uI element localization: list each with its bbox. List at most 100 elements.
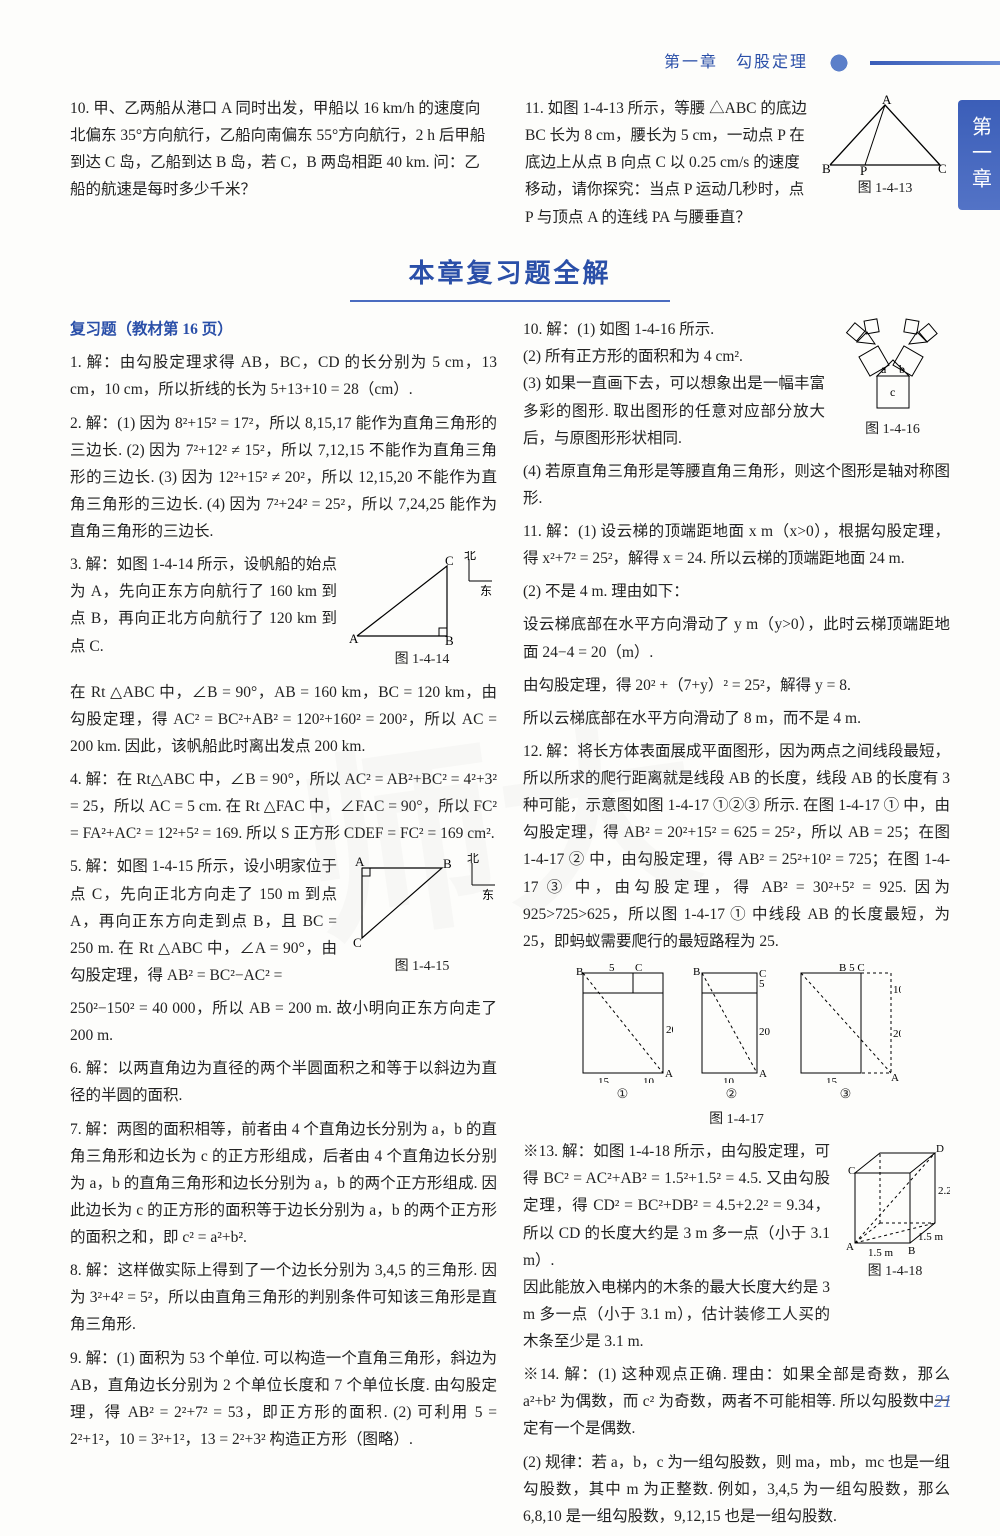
svg-text:5: 5 xyxy=(609,963,615,974)
cuboid-icon: D A B C 2.2 m 1.5 m 1.5 m xyxy=(840,1138,950,1258)
svg-text:A: A xyxy=(882,95,892,107)
solution-13b: 因此能放入电梯内的木条的最大长度大约是 3 m 多一点（小于 3.1 m），估计… xyxy=(523,1274,830,1355)
solution-11e: 所以云梯底部在水平方向滑动了 8 m，而不是 4 m. xyxy=(523,705,950,732)
figure-1-4-18: D A B C 2.2 m 1.5 m 1.5 m 图 1-4-18 xyxy=(840,1138,950,1285)
walk-triangle-icon: A B C 北 东 xyxy=(347,853,497,953)
figure-1-4-15: A B C 北 东 图 1-4-15 xyxy=(347,853,497,980)
solution-10d: (4) 若原直角三角形是等腰直角三角形，则这个图形是轴对称图形. xyxy=(523,458,950,512)
solution-11b: (2) 不是 4 m. 理由如下： xyxy=(523,578,950,605)
svg-text:北: 北 xyxy=(467,853,479,865)
svg-text:B: B xyxy=(576,966,583,978)
right-column: 10. 解：(1) 如图 1-4-16 所示. (2) 所有正方形的面积和为 4… xyxy=(523,316,950,1536)
svg-text:A: A xyxy=(665,1068,673,1080)
fig-1-4-14-label: 图 1-4-14 xyxy=(395,648,450,673)
svg-text:10: 10 xyxy=(893,984,901,996)
figure-1-4-16: a b c 图 1-4-16 xyxy=(835,316,950,443)
unfold-1-icon: B 5 C 20 15 10 A xyxy=(573,963,673,1083)
solution-5b: 250²−150² = 40 000，所以 AB = 200 m. 故小明向正东… xyxy=(70,995,497,1049)
solution-6: 6. 解：以两直角边为直径的两个半圆面积之和等于以斜边为直径的半圆的面积. xyxy=(70,1055,497,1109)
svg-text:C: C xyxy=(635,963,642,974)
solution-3b: 在 Rt △ABC 中，∠B = 90°，AB = 160 km，BC = 12… xyxy=(70,679,497,760)
solutions-columns: 复习题（教材第 16 页） 1. 解：由勾股定理求得 AB，BC，CD 的长分别… xyxy=(70,316,950,1536)
solution-8: 8. 解：这样做实际上得到了一个边长分别为 3,4,5 的三角形. 因为 3²+… xyxy=(70,1257,497,1338)
problem-10: 10. 甲、乙两船从港口 A 同时出发，甲船以 16 km/h 的速度向北偏东 … xyxy=(70,95,495,231)
solution-13a: ※13. 解：如图 1-4-18 所示，由勾股定理，可得 BC² = AC²+A… xyxy=(523,1138,830,1274)
svg-text:B: B xyxy=(908,1245,915,1257)
solution-3-text-a: 3. 解：如图 1-4-14 所示，设帆船的始点为 A，先向正东方向航行了 16… xyxy=(70,556,337,654)
svg-text:B 5 C: B 5 C xyxy=(839,963,865,974)
d17-sub3: ③ xyxy=(840,1083,852,1106)
solution-10: 10. 解：(1) 如图 1-4-16 所示. (2) 所有正方形的面积和为 4… xyxy=(523,316,950,452)
header-rule xyxy=(870,61,1000,65)
svg-text:A: A xyxy=(759,1068,767,1080)
page-number: 21 xyxy=(934,1386,952,1418)
svg-text:A: A xyxy=(846,1241,854,1253)
svg-text:A: A xyxy=(355,854,365,869)
svg-text:1.5 m: 1.5 m xyxy=(868,1247,894,1258)
figure-1-4-14: A B C 北 东 图 1-4-14 xyxy=(347,551,497,673)
solution-3: 3. 解：如图 1-4-14 所示，设帆船的始点为 A，先向正东方向航行了 16… xyxy=(70,551,497,673)
solution-12: 12. 解：将长方体表面展成平面图形，因为两点之间线段最短，所以所求的爬行距离就… xyxy=(523,738,950,955)
figure-1-4-13: A B P C 图 1-4-13 xyxy=(820,95,950,231)
svg-text:10: 10 xyxy=(723,1076,735,1083)
solution-11d: 由勾股定理，得 20² +（7+y）² = 25²，解得 y = 8. xyxy=(523,672,950,699)
svg-text:B: B xyxy=(445,633,454,646)
triangle-abc-icon: A B P C xyxy=(820,95,950,175)
header-ornament-icon xyxy=(818,52,860,74)
svg-text:10: 10 xyxy=(643,1076,655,1083)
solution-10a: 10. 解：(1) 如图 1-4-16 所示. xyxy=(523,316,825,343)
svg-text:东: 东 xyxy=(482,888,494,902)
top-problem-row: 10. 甲、乙两船从港口 A 同时出发，甲船以 16 km/h 的速度向北偏东 … xyxy=(70,95,950,231)
fig-1-4-17-label: 图 1-4-17 xyxy=(523,1108,950,1133)
svg-text:D: D xyxy=(936,1143,944,1155)
svg-text:C: C xyxy=(445,553,454,568)
svg-text:C: C xyxy=(848,1165,855,1177)
svg-text:北: 北 xyxy=(464,551,476,562)
svg-text:2.2 m: 2.2 m xyxy=(938,1185,950,1197)
solution-7: 7. 解：两图的面积相等，前者由 4 个直角边长分别为 a，b 的直角三角形和边… xyxy=(70,1116,497,1252)
fig-1-4-15-label: 图 1-4-15 xyxy=(395,955,450,980)
svg-text:20: 20 xyxy=(893,1028,901,1040)
solution-11c: 设云梯底部在水平方向滑动了 y m（y>0），此时云梯顶端距地面 24−4 = … xyxy=(523,611,950,665)
fig-1-4-13-label: 图 1-4-13 xyxy=(858,177,913,202)
solution-11a: 11. 解：(1) 设云梯的顶端距地面 x m（x>0），根据勾股定理，得 x²… xyxy=(523,518,950,572)
sail-triangle-icon: A B C 北 东 xyxy=(347,551,497,646)
svg-text:A: A xyxy=(349,631,359,646)
solution-9: 9. 解：(1) 面积为 53 个单位. 可以构造一个直角三角形，斜边为 AB，… xyxy=(70,1345,497,1454)
svg-text:B: B xyxy=(693,966,700,978)
svg-text:c: c xyxy=(890,385,895,399)
figure-1-4-17: B 5 C 20 15 10 A ① B C 5 20 10 A ② xyxy=(523,963,950,1106)
svg-text:东: 东 xyxy=(480,584,492,598)
svg-text:15: 15 xyxy=(598,1076,610,1083)
unfold-3-icon: B 5 C 10 20 15 A xyxy=(791,963,901,1083)
problem-10-text: 10. 甲、乙两船从港口 A 同时出发，甲船以 16 km/h 的速度向北偏东 … xyxy=(70,95,495,204)
svg-text:20: 20 xyxy=(759,1026,771,1038)
svg-text:P: P xyxy=(860,163,867,175)
side-chapter-tab: 第一章 xyxy=(958,100,1000,210)
svg-text:C: C xyxy=(353,935,362,950)
fig-1-4-18-label: 图 1-4-18 xyxy=(868,1260,923,1285)
chapter-header: 第一章 勾股定理 xyxy=(540,50,1000,76)
pythagoras-tree-icon: a b c xyxy=(835,316,950,416)
solution-14a: ※14. 解：(1) 这种观点正确. 理由：如果全部是奇数，那么 a²+b² 为… xyxy=(523,1361,950,1442)
problem-11-text: 11. 如图 1-4-13 所示，等腰 △ABC 的底边 BC 长为 8 cm，… xyxy=(525,95,812,231)
svg-text:5: 5 xyxy=(759,978,765,990)
svg-text:15: 15 xyxy=(826,1076,838,1083)
svg-text:20: 20 xyxy=(666,1024,673,1036)
review-subhead: 复习题（教材第 16 页） xyxy=(70,316,497,343)
svg-text:B: B xyxy=(443,856,452,871)
svg-text:C: C xyxy=(938,161,947,175)
section-title: 本章复习题全解 xyxy=(350,251,670,303)
svg-text:B: B xyxy=(822,161,831,175)
solution-2: 2. 解：(1) 因为 8²+15² = 17²，所以 8,15,17 能作为直… xyxy=(70,410,497,546)
svg-text:1.5 m: 1.5 m xyxy=(918,1231,944,1243)
left-column: 复习题（教材第 16 页） 1. 解：由勾股定理求得 AB，BC，CD 的长分别… xyxy=(70,316,497,1536)
solution-4: 4. 解：在 Rt△ABC 中，∠B = 90°，所以 AC² = AB²+BC… xyxy=(70,766,497,847)
solution-10b: (2) 所有正方形的面积和为 4 cm². xyxy=(523,343,825,370)
svg-text:A: A xyxy=(891,1072,899,1083)
d17-sub1: ① xyxy=(617,1083,629,1106)
solution-13: ※13. 解：如图 1-4-18 所示，由勾股定理，可得 BC² = AC²+A… xyxy=(523,1138,950,1355)
solution-14b: (2) 规律：若 a，b，c 为一组勾股数，则 ma，mb，mc 也是一组勾股数… xyxy=(523,1449,950,1530)
svg-text:b: b xyxy=(899,362,905,376)
d17-sub2: ② xyxy=(726,1083,738,1106)
